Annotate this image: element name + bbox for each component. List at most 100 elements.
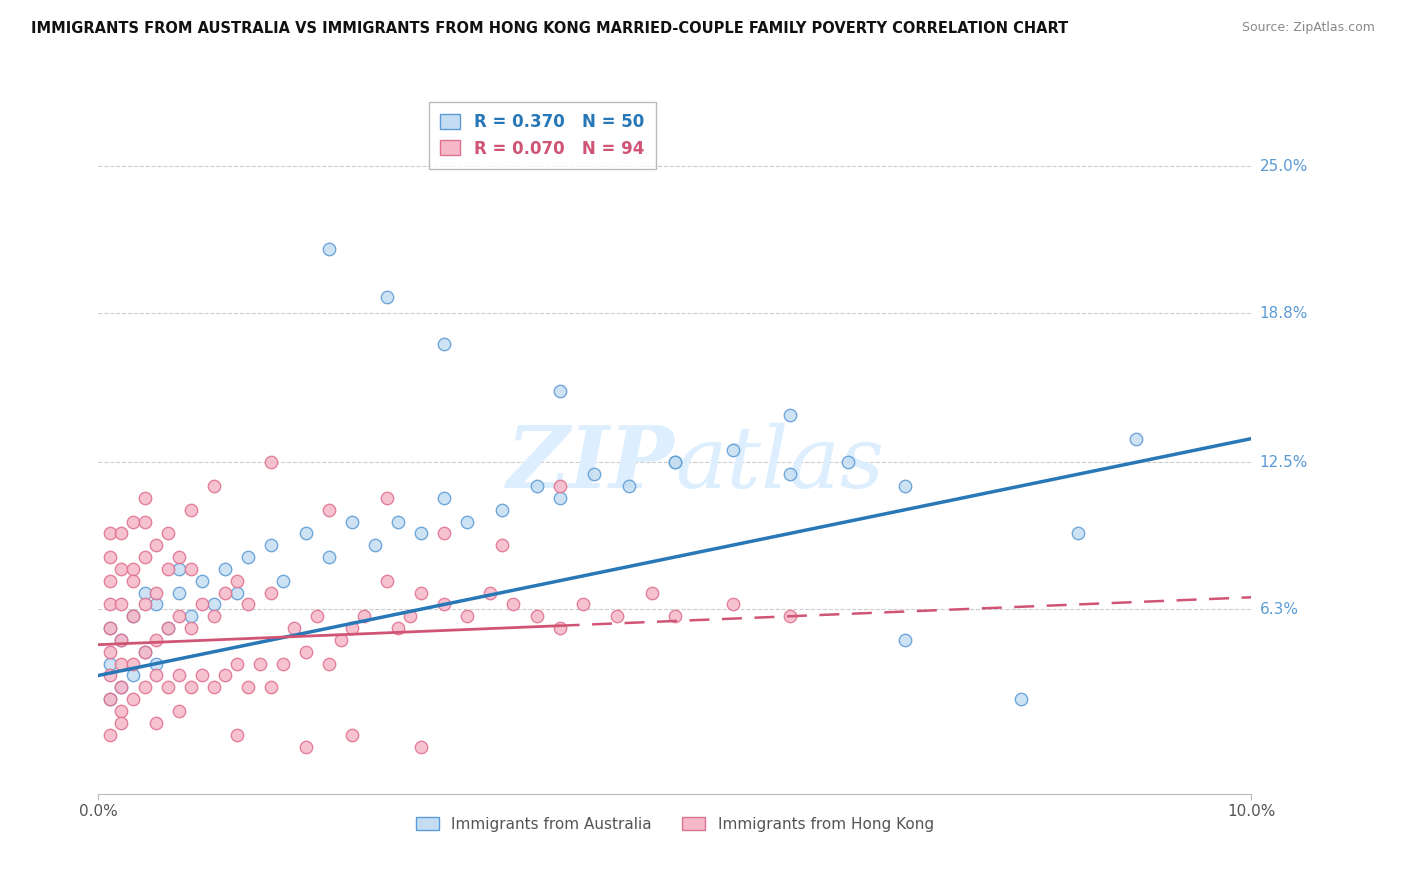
- Point: [202, 609, 225, 624]
- Point: [664, 609, 686, 624]
- Point: [583, 467, 606, 482]
- Point: [110, 681, 132, 695]
- Point: [364, 538, 387, 552]
- Point: [202, 479, 225, 493]
- Point: [98, 549, 121, 564]
- Point: [110, 681, 132, 695]
- Point: [122, 562, 145, 576]
- Point: [271, 657, 294, 671]
- Point: [375, 289, 398, 303]
- Point: [110, 526, 132, 541]
- Point: [387, 621, 409, 635]
- Point: [225, 657, 247, 671]
- Point: [202, 598, 225, 612]
- Point: [110, 704, 132, 718]
- Point: [180, 681, 202, 695]
- Point: [238, 681, 260, 695]
- Point: [260, 538, 283, 552]
- Point: [491, 502, 513, 516]
- Point: [456, 609, 478, 624]
- Point: [571, 598, 593, 612]
- Point: [134, 491, 156, 505]
- Point: [260, 585, 283, 599]
- Text: 6.3%: 6.3%: [1260, 601, 1299, 616]
- Point: [340, 515, 363, 529]
- Point: [1125, 432, 1147, 446]
- Point: [318, 502, 340, 516]
- Point: [295, 739, 318, 754]
- Point: [433, 337, 456, 351]
- Text: 25.0%: 25.0%: [1260, 159, 1308, 174]
- Point: [502, 598, 524, 612]
- Point: [1067, 526, 1090, 541]
- Point: [98, 621, 121, 635]
- Point: [145, 598, 167, 612]
- Point: [548, 479, 571, 493]
- Point: [526, 479, 548, 493]
- Point: [375, 491, 398, 505]
- Point: [191, 598, 214, 612]
- Point: [411, 585, 433, 599]
- Point: [479, 585, 502, 599]
- Point: [145, 668, 167, 682]
- Point: [110, 632, 132, 647]
- Point: [433, 491, 456, 505]
- Point: [548, 621, 571, 635]
- Point: [145, 715, 167, 730]
- Point: [122, 609, 145, 624]
- Point: [122, 692, 145, 706]
- Point: [238, 598, 260, 612]
- Point: [134, 585, 156, 599]
- Point: [353, 609, 375, 624]
- Point: [260, 455, 283, 469]
- Point: [779, 609, 801, 624]
- Point: [98, 728, 121, 742]
- Point: [156, 562, 179, 576]
- Point: [433, 526, 456, 541]
- Point: [606, 609, 628, 624]
- Point: [837, 455, 859, 469]
- Point: [214, 562, 236, 576]
- Point: [411, 526, 433, 541]
- Point: [98, 574, 121, 588]
- Point: [167, 585, 190, 599]
- Text: atlas: atlas: [675, 423, 884, 506]
- Point: [214, 585, 236, 599]
- Point: [98, 692, 121, 706]
- Point: [122, 515, 145, 529]
- Point: [548, 491, 571, 505]
- Legend: Immigrants from Australia, Immigrants from Hong Kong: Immigrants from Australia, Immigrants fr…: [411, 811, 939, 838]
- Point: [283, 621, 305, 635]
- Point: [295, 526, 318, 541]
- Point: [433, 598, 456, 612]
- Point: [167, 704, 190, 718]
- Point: [145, 585, 167, 599]
- Text: 12.5%: 12.5%: [1260, 455, 1308, 470]
- Point: [398, 609, 420, 624]
- Point: [340, 728, 363, 742]
- Point: [295, 645, 318, 659]
- Point: [156, 621, 179, 635]
- Point: [180, 621, 202, 635]
- Point: [167, 562, 190, 576]
- Point: [411, 739, 433, 754]
- Point: [134, 681, 156, 695]
- Point: [98, 668, 121, 682]
- Text: IMMIGRANTS FROM AUSTRALIA VS IMMIGRANTS FROM HONG KONG MARRIED-COUPLE FAMILY POV: IMMIGRANTS FROM AUSTRALIA VS IMMIGRANTS …: [31, 21, 1069, 37]
- Point: [167, 668, 190, 682]
- Point: [98, 526, 121, 541]
- Point: [145, 538, 167, 552]
- Point: [156, 621, 179, 635]
- Text: Source: ZipAtlas.com: Source: ZipAtlas.com: [1241, 21, 1375, 35]
- Point: [894, 479, 917, 493]
- Point: [318, 549, 340, 564]
- Point: [110, 562, 132, 576]
- Point: [641, 585, 664, 599]
- Point: [456, 515, 478, 529]
- Point: [110, 657, 132, 671]
- Point: [664, 455, 686, 469]
- Text: ZIP: ZIP: [508, 423, 675, 506]
- Point: [98, 598, 121, 612]
- Point: [122, 657, 145, 671]
- Point: [721, 443, 744, 458]
